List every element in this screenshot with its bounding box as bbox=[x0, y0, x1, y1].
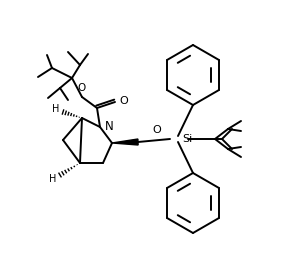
Text: O: O bbox=[153, 125, 161, 135]
Text: N: N bbox=[105, 120, 114, 133]
Text: Si: Si bbox=[182, 134, 192, 144]
Text: H: H bbox=[52, 104, 60, 114]
Text: O: O bbox=[119, 96, 128, 106]
Polygon shape bbox=[112, 139, 138, 145]
Text: H: H bbox=[49, 174, 57, 184]
Text: O: O bbox=[77, 83, 85, 93]
